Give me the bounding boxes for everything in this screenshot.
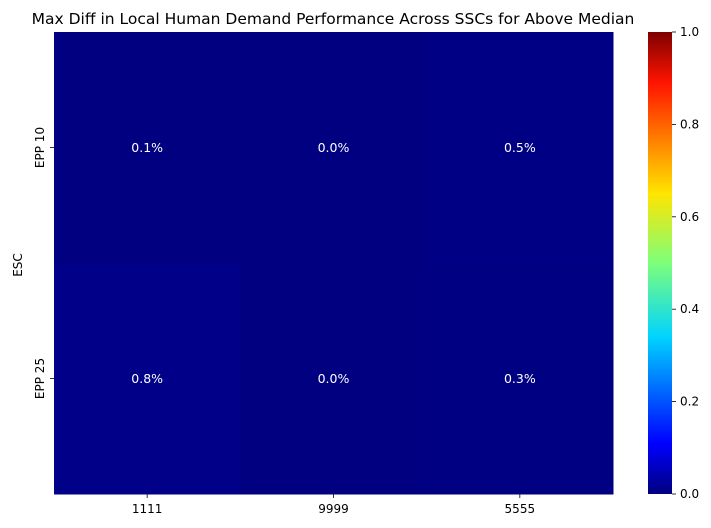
heatmap-cell	[426, 263, 614, 495]
colorbar	[648, 32, 672, 494]
heatmap-cell	[240, 32, 428, 264]
colorbar-ticks: 0.0 0.2 0.4 0.6 0.8 1.0	[672, 25, 699, 501]
chart-title: Max Diff in Local Human Demand Performan…	[32, 10, 635, 28]
y-axis: EPP 10 EPP 25	[33, 127, 54, 399]
colorbar-tick-label: 0.8	[680, 117, 699, 131]
colorbar-tick-label: 0.0	[680, 487, 699, 501]
x-tick-label: 9999	[318, 502, 349, 516]
heatmap-cell-labels: 0.1% 0.0% 0.5% 0.8% 0.0% 0.3%	[131, 140, 536, 386]
y-axis-label: ESC	[11, 253, 25, 277]
cell-value-label: 0.1%	[131, 140, 163, 155]
heatmap-cell	[54, 32, 241, 264]
cell-value-label: 0.8%	[131, 371, 163, 386]
cell-value-label: 0.0%	[318, 371, 350, 386]
y-tick-label: EPP 25	[33, 358, 47, 399]
colorbar-tick-label: 0.6	[680, 210, 699, 224]
heatmap-cells	[54, 32, 614, 495]
cell-value-label: 0.3%	[504, 371, 536, 386]
cell-value-label: 0.5%	[504, 140, 536, 155]
x-tick-label: 1111	[132, 502, 163, 516]
colorbar-tick-label: 0.4	[680, 302, 699, 316]
heatmap-cell	[240, 263, 428, 495]
heatmap-cell	[54, 263, 241, 495]
y-tick-label: EPP 10	[33, 127, 47, 168]
colorbar-tick-label: 0.2	[680, 395, 699, 409]
x-axis: 1111 9999 5555	[132, 494, 535, 516]
x-tick-label: 5555	[505, 502, 536, 516]
cell-value-label: 0.0%	[318, 140, 350, 155]
colorbar-tick-label: 1.0	[680, 25, 699, 39]
heatmap-cell	[426, 32, 614, 264]
